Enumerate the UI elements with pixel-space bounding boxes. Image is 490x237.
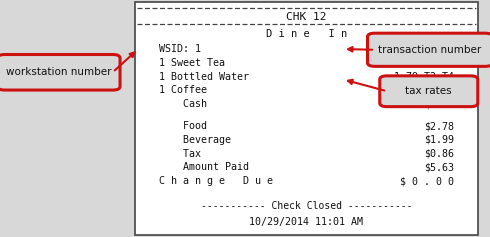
Text: 10/29/2014 11:01 AM: 10/29/2014 11:01 AM <box>249 217 363 227</box>
FancyBboxPatch shape <box>135 2 478 235</box>
Text: Trans: 28: Trans: 28 <box>400 44 454 54</box>
Text: C h a n g e   D u e: C h a n g e D u e <box>159 176 273 186</box>
Text: WSID: 1: WSID: 1 <box>159 44 201 54</box>
Text: Amount Paid: Amount Paid <box>159 162 249 172</box>
Text: Food: Food <box>159 121 207 131</box>
Text: workstation number: workstation number <box>6 67 112 77</box>
Text: 1 Bottled Water: 1 Bottled Water <box>159 72 249 82</box>
Text: CHK 12: CHK 12 <box>286 12 326 22</box>
Text: $0.86: $0.86 <box>424 149 454 159</box>
Text: 1.99 T2 T4: 1.99 T2 T4 <box>394 58 454 68</box>
Text: $5.63: $5.63 <box>424 162 454 172</box>
Text: $2.78: $2.78 <box>424 121 454 131</box>
Text: tax rates: tax rates <box>405 86 452 96</box>
Text: $1.99: $1.99 <box>424 135 454 145</box>
Text: 1.79 T2 T4: 1.79 T2 T4 <box>394 72 454 82</box>
FancyBboxPatch shape <box>380 76 478 107</box>
FancyBboxPatch shape <box>0 55 120 90</box>
Text: transaction number: transaction number <box>378 45 482 55</box>
Text: 0.99 T2 T4: 0.99 T2 T4 <box>394 85 454 95</box>
Text: 1 Sweet Tea: 1 Sweet Tea <box>159 58 225 68</box>
Text: $ 0 . 0 0: $ 0 . 0 0 <box>400 176 454 186</box>
Text: Tax: Tax <box>159 149 201 159</box>
Text: Cash: Cash <box>159 99 207 109</box>
FancyBboxPatch shape <box>368 33 490 66</box>
Text: ----------- Check Closed -----------: ----------- Check Closed ----------- <box>200 201 412 211</box>
Text: 1 Coffee: 1 Coffee <box>159 85 207 95</box>
Text: Beverage: Beverage <box>159 135 231 145</box>
Text: $5.63: $5.63 <box>424 99 454 109</box>
Text: D i n e   I n: D i n e I n <box>266 29 347 39</box>
